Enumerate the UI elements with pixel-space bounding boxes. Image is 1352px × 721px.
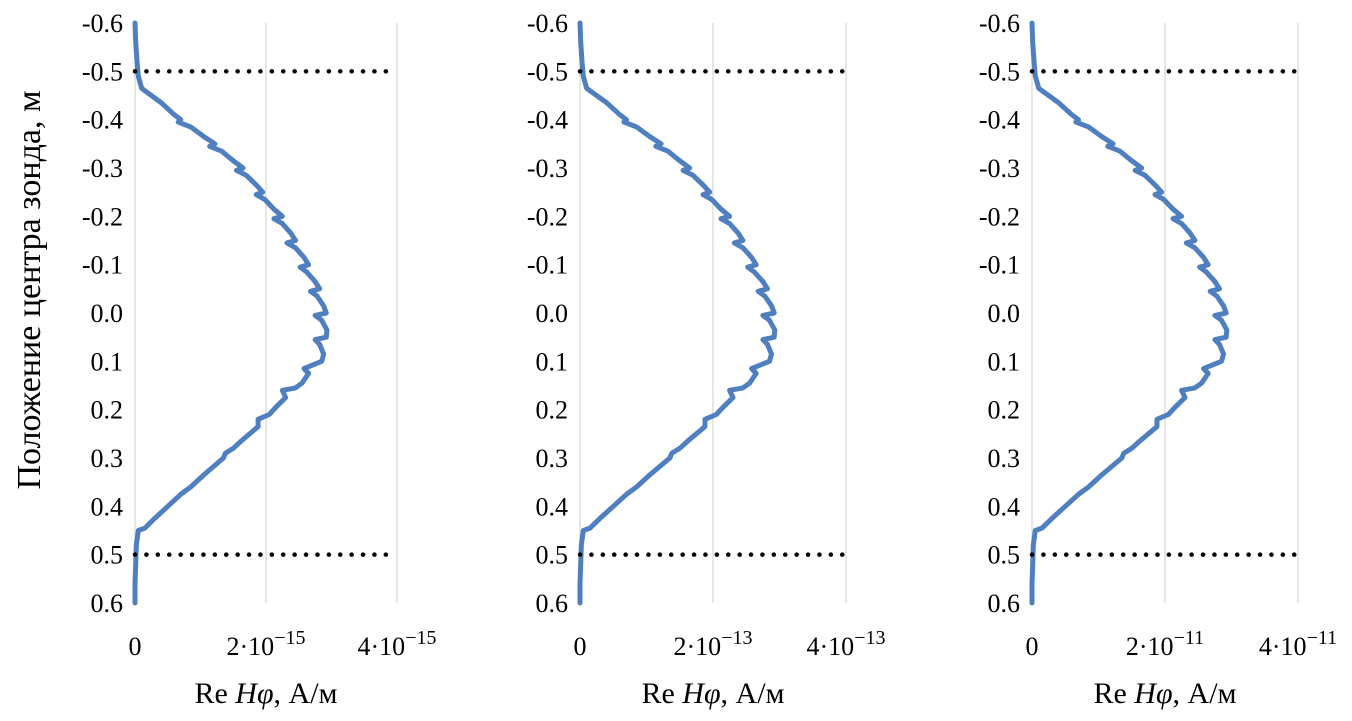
x-tick-label: 4·10−15 [358, 627, 437, 661]
y-tick-label: -0.4 [979, 106, 1020, 135]
x-tick-label: 2·10−15 [227, 627, 306, 661]
y-tick-label: -0.4 [527, 106, 568, 135]
y-tick-label: 0.5 [988, 541, 1021, 570]
y-tick-label: -0.3 [979, 154, 1020, 183]
x-tick-label: 2·10−11 [1126, 627, 1204, 661]
y-tick-label: -0.2 [527, 202, 568, 231]
y-tick-label: -0.6 [979, 9, 1020, 38]
x-tick-label: 0 [1026, 632, 1039, 661]
y-tick-label: 0.2 [988, 396, 1021, 425]
y-tick-label: -0.3 [82, 154, 123, 183]
y-tick-label: 0.6 [91, 589, 124, 618]
x-axis-label: Re Hφ, А/м [1093, 677, 1236, 710]
x-axis-label: Re Hφ, А/м [194, 677, 337, 710]
y-tick-label: -0.2 [979, 202, 1020, 231]
series-line [577, 20, 778, 606]
y-tick-label: -0.6 [82, 9, 123, 38]
y-tick-label: 0.6 [988, 589, 1021, 618]
y-tick-label: 0.3 [988, 444, 1021, 473]
x-tick-label: 0 [574, 632, 587, 661]
y-tick-label: 0.0 [91, 299, 124, 328]
y-tick-label: 0.0 [536, 299, 569, 328]
y-tick-label: 0.4 [988, 492, 1021, 521]
y-tick-label: 0.1 [536, 347, 569, 376]
y-tick-label: 0.6 [536, 589, 569, 618]
y-tick-label: -0.6 [527, 9, 568, 38]
panel-1: -0.6 -0.5 -0.4 -0.3 -0.2 -0.1 0.0 0.1 0.2 0.3 0.4 0… [82, 9, 437, 710]
y-axis-title: Положение центра зонда, м [11, 90, 48, 489]
y-tick-label: -0.5 [527, 57, 568, 86]
x-tick-label: 4·10−11 [1259, 627, 1337, 661]
y-tick-label: 0.3 [91, 444, 124, 473]
y-tick-label: 0.1 [91, 347, 124, 376]
series-line [1029, 20, 1230, 606]
panel-3: -0.6 -0.5 -0.4 -0.3 -0.2 -0.1 0.0 0.1 0.2 0.3 0.4 0… [979, 9, 1337, 710]
y-tick-label: -0.1 [527, 251, 568, 280]
y-tick-label: -0.5 [979, 57, 1020, 86]
x-tick-label: 2·10−13 [674, 627, 753, 661]
y-tick-label: 0.2 [91, 396, 124, 425]
y-tick-label: -0.1 [82, 251, 123, 280]
y-tick-label: 0.4 [536, 492, 569, 521]
x-tick-label: 0 [129, 632, 142, 661]
series-line [132, 20, 330, 606]
x-axis-label: Re Hφ, А/м [641, 677, 784, 710]
panels-group: -0.6 -0.5 -0.4 -0.3 -0.2 -0.1 0.0 0.1 0.2 0.3 0.4 0… [82, 9, 1337, 710]
y-tick-label: -0.3 [527, 154, 568, 183]
y-tick-label: 0.3 [536, 444, 569, 473]
y-tick-label: 0.4 [91, 492, 124, 521]
y-tick-label: 0.0 [988, 299, 1021, 328]
y-tick-label: 0.5 [91, 541, 124, 570]
y-tick-label: -0.1 [979, 251, 1020, 280]
y-tick-label: -0.4 [82, 106, 123, 135]
y-tick-label: 0.1 [988, 347, 1021, 376]
y-tick-label: -0.5 [82, 57, 123, 86]
y-tick-label: 0.5 [536, 541, 569, 570]
panel-2: -0.6 -0.5 -0.4 -0.3 -0.2 -0.1 0.0 0.1 0.2 0.3 0.4 0… [527, 9, 886, 710]
y-tick-label: -0.2 [82, 202, 123, 231]
y-tick-label: 0.2 [536, 396, 569, 425]
x-tick-label: 4·10−13 [807, 627, 886, 661]
